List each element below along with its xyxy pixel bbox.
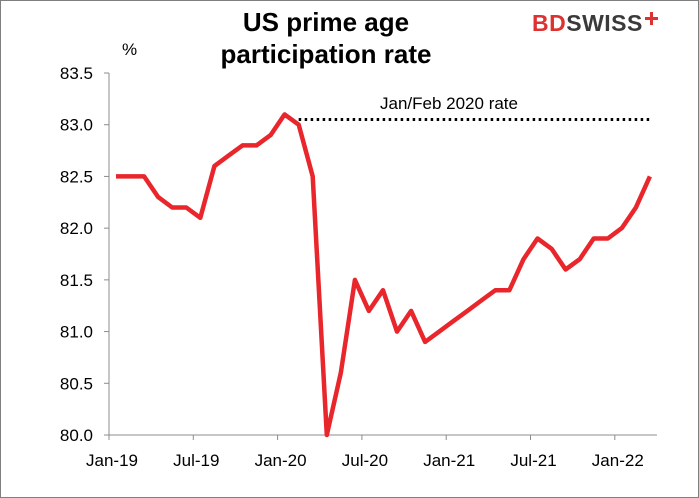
x-tick-label: Jan-19 (86, 451, 138, 470)
title-line-1: US prime age (242, 7, 410, 37)
y-tick-label: 81.5 (60, 271, 93, 290)
bdswiss-logo: BD SWISS (532, 8, 658, 38)
swiss-cross-icon (644, 11, 658, 25)
y-tick-label: 80.5 (60, 374, 93, 393)
logo-text-swiss: SWISS (566, 9, 643, 36)
y-tick-label: 81.0 (60, 323, 93, 342)
y-tick-label: 83.5 (60, 64, 93, 83)
x-tick-label: Jul-20 (342, 451, 388, 470)
reference-line-label: Jan/Feb 2020 rate (380, 94, 518, 113)
y-tick-label: 80.0 (60, 426, 93, 445)
x-tick-label: Jan-20 (255, 451, 307, 470)
y-tick-label: 83.0 (60, 116, 93, 135)
participation-rate-line (116, 112, 652, 438)
y-tick-label: 82.0 (60, 219, 93, 238)
x-tick-label: Jul-21 (510, 451, 556, 470)
y-axis-unit-label: % (122, 40, 138, 59)
logo-text-bd: BD (532, 9, 567, 36)
chart-title: US prime age participation rate (176, 6, 476, 70)
x-tick-label: Jan-21 (423, 451, 475, 470)
title-line-2: participation rate (220, 39, 432, 69)
y-tick-label: 82.5 (60, 167, 93, 186)
x-tick-label: Jan-22 (592, 451, 644, 470)
x-tick-label: Jul-19 (173, 451, 219, 470)
